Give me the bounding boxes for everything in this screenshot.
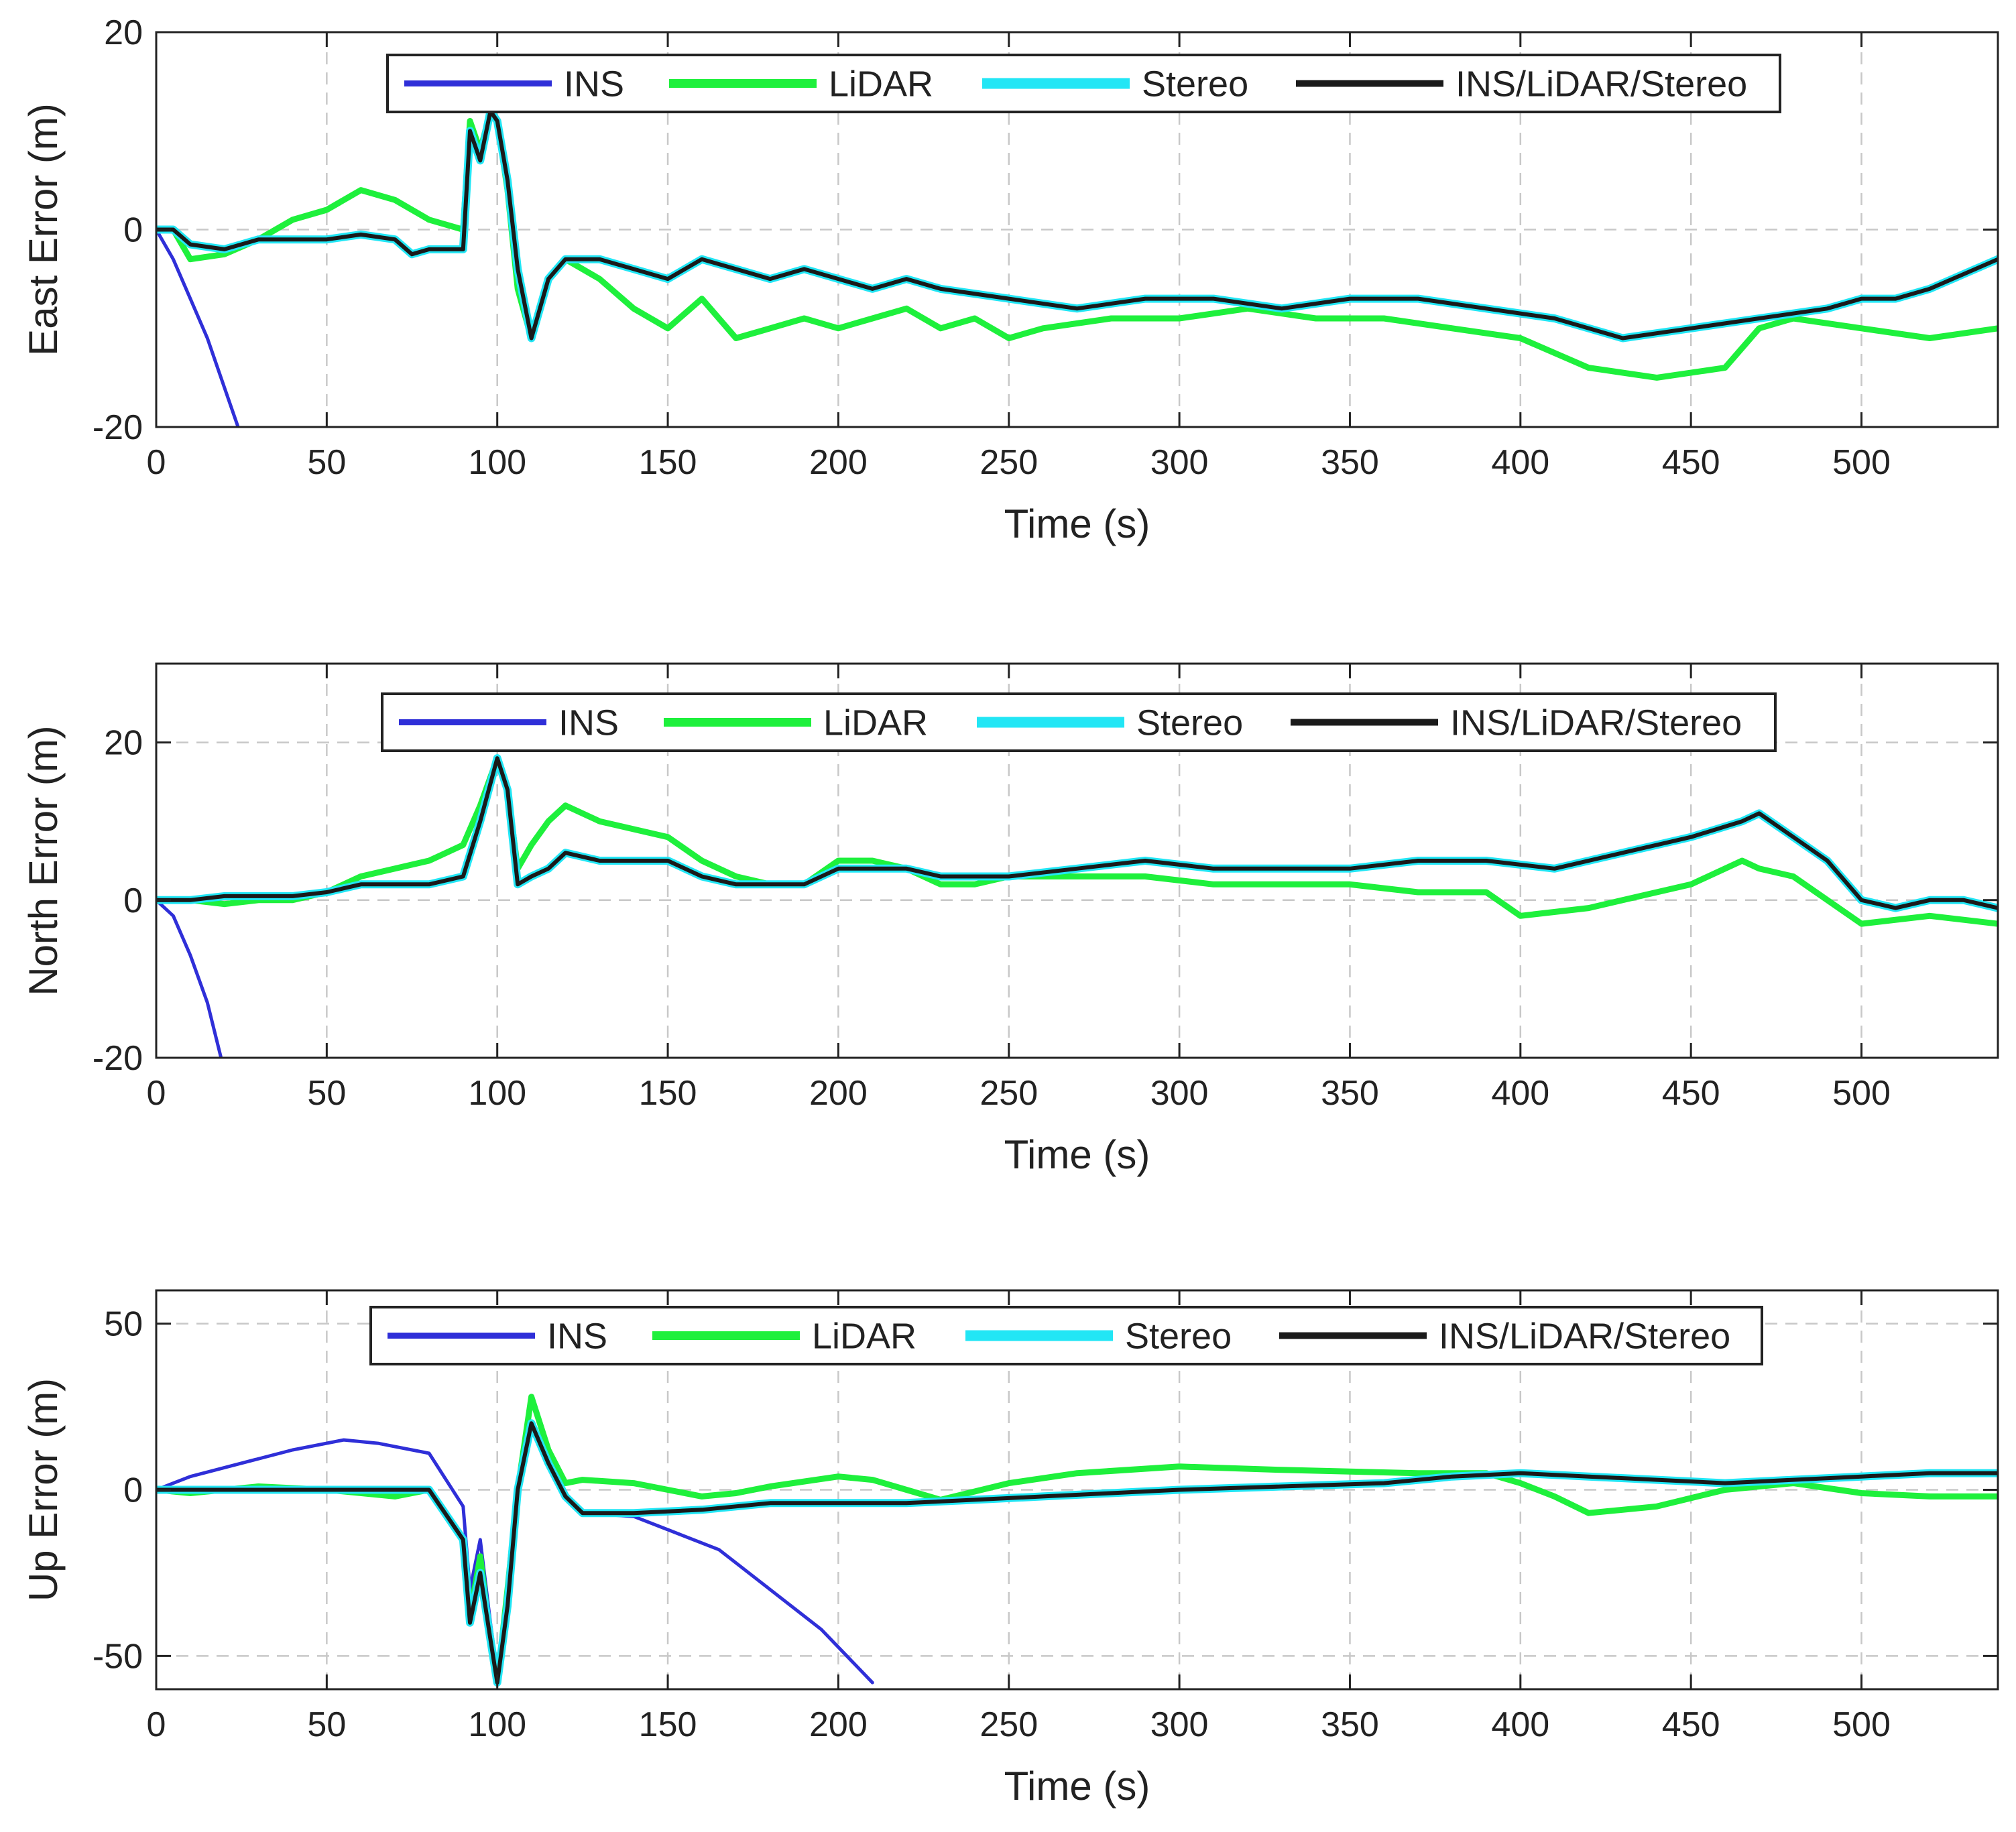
legend: INS LiDAR Stereo INS/LiDAR/Stereo [381,692,1777,752]
legend-label: Stereo [1142,64,1248,105]
legend-label: LiDAR [829,64,933,105]
x-tick-label: 250 [980,1074,1038,1113]
x-axis-label: Time (s) [1004,501,1150,546]
y-tick-label: 20 [104,13,143,52]
y-tick-label: 50 [104,1305,143,1344]
x-tick-label: 450 [1662,1074,1720,1113]
x-tick-label: 400 [1491,1705,1549,1744]
x-tick-label: 150 [639,1074,697,1113]
x-tick-label: 100 [468,1074,526,1113]
y-tick-label: 0 [123,211,143,250]
legend-label: Stereo [1125,1317,1232,1357]
y-tick-label: 0 [123,1471,143,1510]
x-tick-label: 350 [1321,1705,1379,1744]
x-tick-label: 500 [1832,1705,1891,1744]
series-group [156,754,1998,1058]
x-tick-label: 50 [307,1074,346,1113]
legend-label: INS [558,703,619,743]
legend: INS LiDAR Stereo INS/LiDAR/Stereo [386,54,1781,113]
y-tick-label: -20 [93,1039,143,1078]
x-tick-label: 150 [639,1705,697,1744]
legend-label: INS [564,64,624,105]
y-axis-label: East Error (m) [21,103,66,356]
x-tick-label: 250 [980,443,1038,482]
legend-label: INS/LiDAR/Stereo [1439,1317,1730,1357]
legend-label: Stereo [1136,703,1243,743]
x-tick-label: 350 [1321,443,1379,482]
chart-panel-2: 0 50 100 150 200 250 300 350 400 450 500-20020Time… [21,662,1999,1177]
y-tick-label: 20 [104,724,143,763]
y-tick-label: -20 [93,408,143,447]
x-tick-label: 50 [307,443,346,482]
x-tick-label: 100 [468,443,526,482]
x-tick-label: 500 [1832,443,1891,482]
x-axis-label: Time (s) [1004,1132,1150,1177]
x-tick-label: 100 [468,1705,526,1744]
y-tick-label: 0 [123,881,143,920]
x-tick-label: 200 [809,1074,868,1113]
x-tick-label: 250 [980,1705,1038,1744]
y-axis-label: North Error (m) [21,725,66,995]
axes-frame [155,662,1999,1059]
y-axis-label: Up Error (m) [21,1378,66,1601]
x-tick-label: 400 [1491,1074,1549,1113]
x-tick-label: 350 [1321,1074,1379,1113]
legend-label: LiDAR [812,1317,916,1357]
legend-label: INS/LiDAR/Stereo [1450,703,1742,743]
x-tick-label: 150 [639,443,697,482]
x-tick-label: 0 [147,1074,166,1113]
legend-label: INS [547,1317,607,1357]
series-line-ins-lidar-stereo [156,1421,1998,1685]
series-line-ins [156,228,240,427]
x-tick-label: 200 [809,1705,868,1744]
x-tick-label: 0 [147,1705,166,1744]
legend: INS LiDAR Stereo INS/LiDAR/Stereo [369,1306,1763,1365]
x-tick-label: 400 [1491,443,1549,482]
x-axis-label: Time (s) [1004,1764,1150,1809]
y-tick-label: -50 [93,1637,143,1676]
series-group [156,107,1998,427]
chart-panel-3: 0 50 100 150 200 250 300 350 400 450 500-50050Time… [21,1289,1999,1809]
x-tick-label: 0 [147,443,166,482]
chart-panel-1: 0 50 100 150 200 250 300 350 400 450 500-20020Time… [21,13,1999,546]
x-tick-label: 200 [809,443,868,482]
series-group [156,1394,1998,1687]
x-tick-label: 300 [1150,1705,1209,1744]
x-tick-label: 450 [1662,1705,1720,1744]
series-line-ins-lidar-stereo [156,109,1998,341]
x-tick-label: 50 [307,1705,346,1744]
legend-label: LiDAR [823,703,928,743]
x-tick-label: 300 [1150,443,1209,482]
series-line-ins [156,898,223,1058]
x-tick-label: 300 [1150,1074,1209,1113]
series-line-ins-lidar-stereo [156,756,1998,910]
legend-label: INS/LiDAR/Stereo [1456,64,1747,105]
x-tick-label: 450 [1662,443,1720,482]
series-line-lidar [156,108,1998,381]
x-tick-label: 500 [1832,1074,1891,1113]
